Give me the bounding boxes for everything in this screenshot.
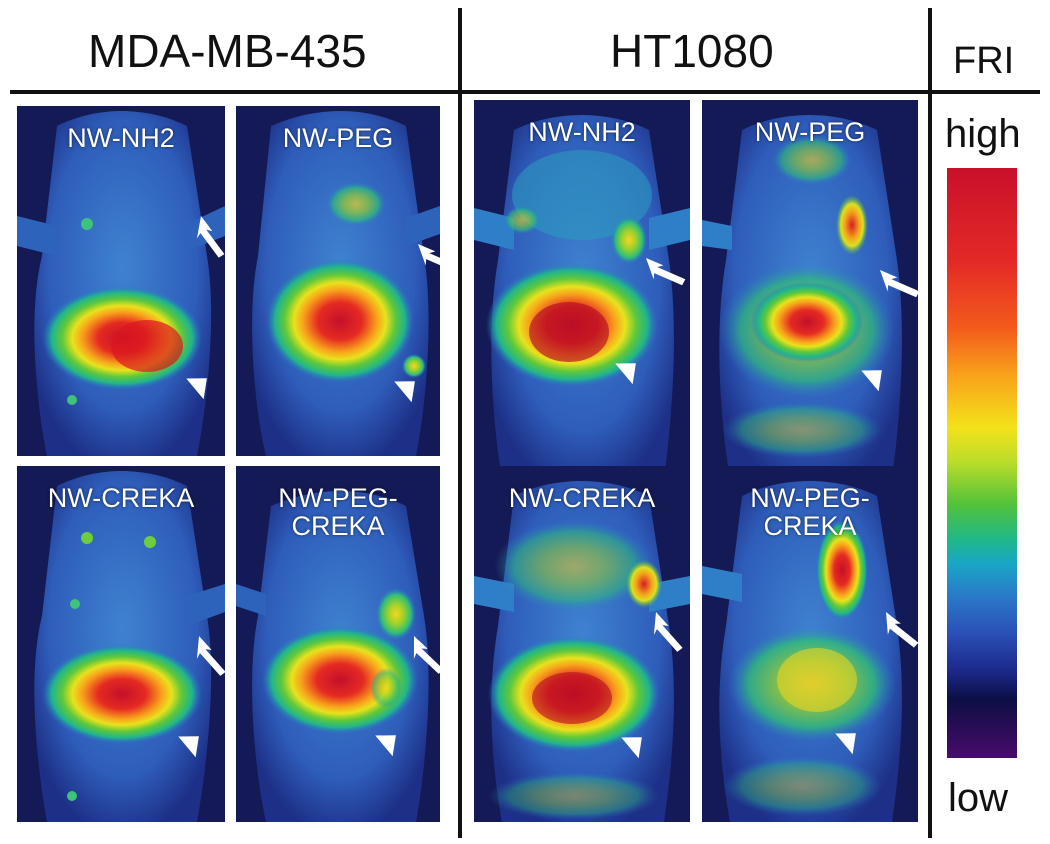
panel-label: NW-PEG- CREKA	[750, 483, 870, 542]
mouse-fluorescence-image	[474, 466, 690, 822]
panel-label: NW-CREKA	[508, 483, 656, 513]
fri-colorbar	[947, 168, 1017, 758]
mouse-fluorescence-image	[236, 466, 440, 822]
divider-right	[928, 8, 932, 838]
panel-label: NW-PEG- CREKA	[278, 483, 398, 542]
panel-label: NW-CREKA	[47, 483, 195, 513]
mouse-fluorescence-image	[236, 106, 440, 456]
header-divider	[10, 90, 1040, 94]
colorbar-high-label: high	[945, 112, 1021, 156]
panel-label: NW-NH2	[67, 123, 175, 153]
panel-label: NW-PEG	[754, 117, 866, 147]
image-mda-nw-nh2: NW-NH2	[17, 106, 225, 456]
image-ht-nw-peg-creka: NW-PEG- CREKA	[702, 466, 918, 822]
image-mda-nw-peg: NW-PEG	[236, 106, 440, 456]
mouse-fluorescence-image	[474, 100, 690, 478]
mouse-fluorescence-image	[702, 466, 918, 822]
divider-left	[458, 8, 462, 838]
image-mda-nw-creka: NW-CREKA	[17, 466, 225, 822]
mouse-fluorescence-image	[702, 100, 918, 478]
header-mda-mb-435: MDA-MB-435	[88, 25, 367, 77]
panel-label: NW-NH2	[528, 117, 636, 147]
colorbar-low-label: low	[948, 776, 1009, 820]
header-fri: FRI	[953, 40, 1015, 82]
image-ht-nw-peg: NW-PEG	[702, 100, 918, 478]
image-mda-nw-peg-creka: NW-PEG- CREKA	[236, 466, 440, 822]
image-ht-nw-nh2: NW-NH2	[474, 100, 690, 478]
header-ht1080: HT1080	[610, 25, 774, 77]
mouse-fluorescence-image	[17, 106, 225, 456]
mouse-fluorescence-image	[17, 466, 225, 822]
image-ht-nw-creka: NW-CREKA	[474, 466, 690, 822]
panel-label: NW-PEG	[282, 123, 394, 153]
